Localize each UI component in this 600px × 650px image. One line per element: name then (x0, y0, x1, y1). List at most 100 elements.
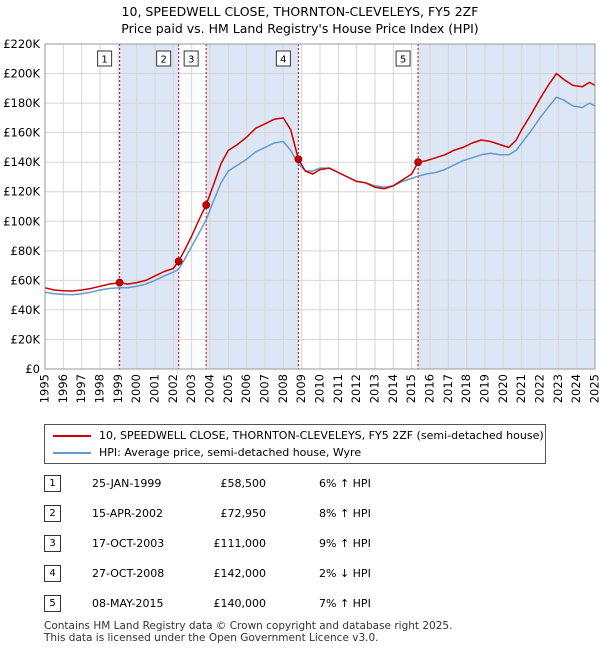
x-tick-label: 1999 (111, 374, 125, 403)
chart-subtitle: Price paid vs. HM Land Registry's House … (121, 21, 479, 36)
x-tick-label: 2000 (129, 374, 143, 403)
y-tick-label: £80K (11, 244, 41, 258)
x-tick-label: 2020 (496, 374, 510, 403)
transaction-date: 17-OCT-2003 (92, 537, 165, 550)
sale-marker-box (97, 50, 113, 67)
transaction-price: £111,000 (213, 537, 267, 550)
y-tick-label: £160K (3, 126, 40, 140)
y-tick-label: £200K (3, 67, 40, 81)
x-tick-label: 2003 (184, 374, 198, 403)
y-tick-label: £180K (3, 96, 40, 110)
y-tick-label: £60K (11, 273, 41, 287)
x-tick-label: 2021 (514, 374, 528, 403)
transaction-hpi: 8% ↑ HPI (319, 507, 371, 520)
x-tick-label: 2009 (294, 374, 308, 403)
transaction-number: 2 (44, 505, 61, 522)
shaded-period (206, 44, 299, 369)
transaction-hpi: 9% ↑ HPI (319, 537, 371, 550)
sale-marker-box (183, 50, 199, 67)
sale-point (202, 201, 211, 209)
y-tick-label: £120K (3, 185, 40, 199)
transaction-hpi: 7% ↑ HPI (319, 597, 371, 610)
x-tick-label: 2022 (533, 374, 547, 403)
y-tick-label: £20K (11, 332, 41, 346)
y-axis-tick-labels: £0 £20K £40K £60K £80K £100K £120K £140K £160K £1… (3, 37, 40, 376)
x-tick-label: 2007 (258, 374, 272, 403)
x-tick-label: 1996 (56, 374, 70, 403)
transaction-hpi: 6% ↑ HPI (319, 477, 371, 490)
legend-swatch-property (53, 435, 91, 437)
x-tick-label: 2014 (386, 374, 400, 403)
chart-title: 10, SPEEDWELL CLOSE, THORNTON-CLEVELEYS,… (121, 4, 479, 19)
x-tick-label: 1998 (93, 374, 107, 403)
x-tick-label: 2010 (313, 374, 327, 403)
transaction-number: 1 (44, 475, 61, 492)
x-tick-label: 2004 (203, 374, 217, 403)
sale-point (115, 278, 124, 287)
x-tick-label: 2011 (331, 374, 345, 403)
x-tick-label: 2019 (478, 374, 492, 403)
y-tick-label: £40K (11, 303, 41, 317)
shaded-period (418, 44, 595, 369)
y-tick-label: £0 (25, 362, 40, 376)
transaction-number: 5 (44, 595, 61, 612)
x-tick-label: 2024 (569, 374, 583, 403)
x-tick-label: 2006 (239, 374, 253, 403)
footer-copyright: Contains HM Land Registry data © Crown c… (44, 620, 453, 632)
sale-marker-label: 4 (280, 55, 286, 66)
x-tick-label: 2018 (459, 374, 473, 403)
transaction-number: 4 (44, 565, 61, 582)
series-lines (44, 72, 596, 296)
transaction-price: £142,000 (213, 567, 267, 580)
shaded-periods (119, 44, 595, 369)
transaction-price: £58,500 (220, 477, 267, 490)
y-tick-label: £140K (3, 155, 40, 169)
plot-frame (44, 43, 596, 370)
hpi-line (44, 96, 596, 296)
x-tick-label: 2001 (148, 374, 162, 403)
x-tick-label: 2013 (368, 374, 382, 403)
sale-point (174, 257, 183, 266)
x-tick-label: 1995 (38, 374, 52, 403)
x-tick-label: 2005 (221, 374, 235, 403)
gridlines (44, 43, 596, 370)
y-tick-label: £220K (3, 37, 40, 51)
x-tick-label: 2023 (551, 374, 565, 403)
x-tick-label: 2017 (441, 374, 455, 403)
sale-marker-box (275, 50, 291, 67)
sale-marker-label: 2 (160, 55, 166, 66)
sale-marker-label: 1 (101, 55, 107, 66)
shaded-period (119, 44, 179, 369)
x-tick-label: 2002 (166, 374, 180, 403)
transaction-date: 27-OCT-2008 (92, 567, 165, 580)
x-tick-label: 1997 (74, 374, 88, 403)
sale-marker-label: 5 (400, 55, 406, 66)
legend-swatch-hpi (53, 452, 91, 454)
legend-label-hpi: HPI: Average price, semi-detached house,… (99, 446, 362, 459)
property-price-line (44, 72, 596, 292)
sale-point (414, 158, 422, 167)
x-axis-tick-labels: 1995 1996 1997 1998 1999 2000 2001 2002 2003 2004… (38, 374, 600, 403)
footer-licence: This data is licensed under the Open Gov… (44, 632, 379, 644)
x-tick-label: 2012 (349, 374, 363, 403)
sale-marker-labels: 1 2 3 4 5 (97, 50, 411, 67)
transaction-date: 25-JAN-1999 (92, 477, 162, 490)
legend-label-property: 10, SPEEDWELL CLOSE, THORNTON-CLEVELEYS,… (99, 429, 544, 442)
x-tick-label: 2016 (423, 374, 437, 403)
sale-points (115, 155, 422, 287)
sale-marker-box (156, 50, 172, 67)
y-tick-label: £100K (3, 214, 40, 228)
sale-marker-box (395, 50, 411, 67)
transaction-price: £72,950 (220, 507, 267, 520)
x-tick-label: 2008 (276, 374, 290, 403)
legend: 10, SPEEDWELL CLOSE, THORNTON-CLEVELEYS,… (44, 424, 546, 464)
x-tick-label: 2015 (404, 374, 418, 403)
transaction-hpi: 2% ↓ HPI (319, 567, 371, 580)
sale-marker-label: 3 (188, 55, 194, 66)
sale-point (294, 155, 303, 164)
transaction-number: 3 (44, 535, 61, 552)
transaction-price: £140,000 (213, 597, 267, 610)
transaction-date: 08-MAY-2015 (92, 597, 164, 610)
x-tick-label: 2025 (588, 374, 600, 403)
